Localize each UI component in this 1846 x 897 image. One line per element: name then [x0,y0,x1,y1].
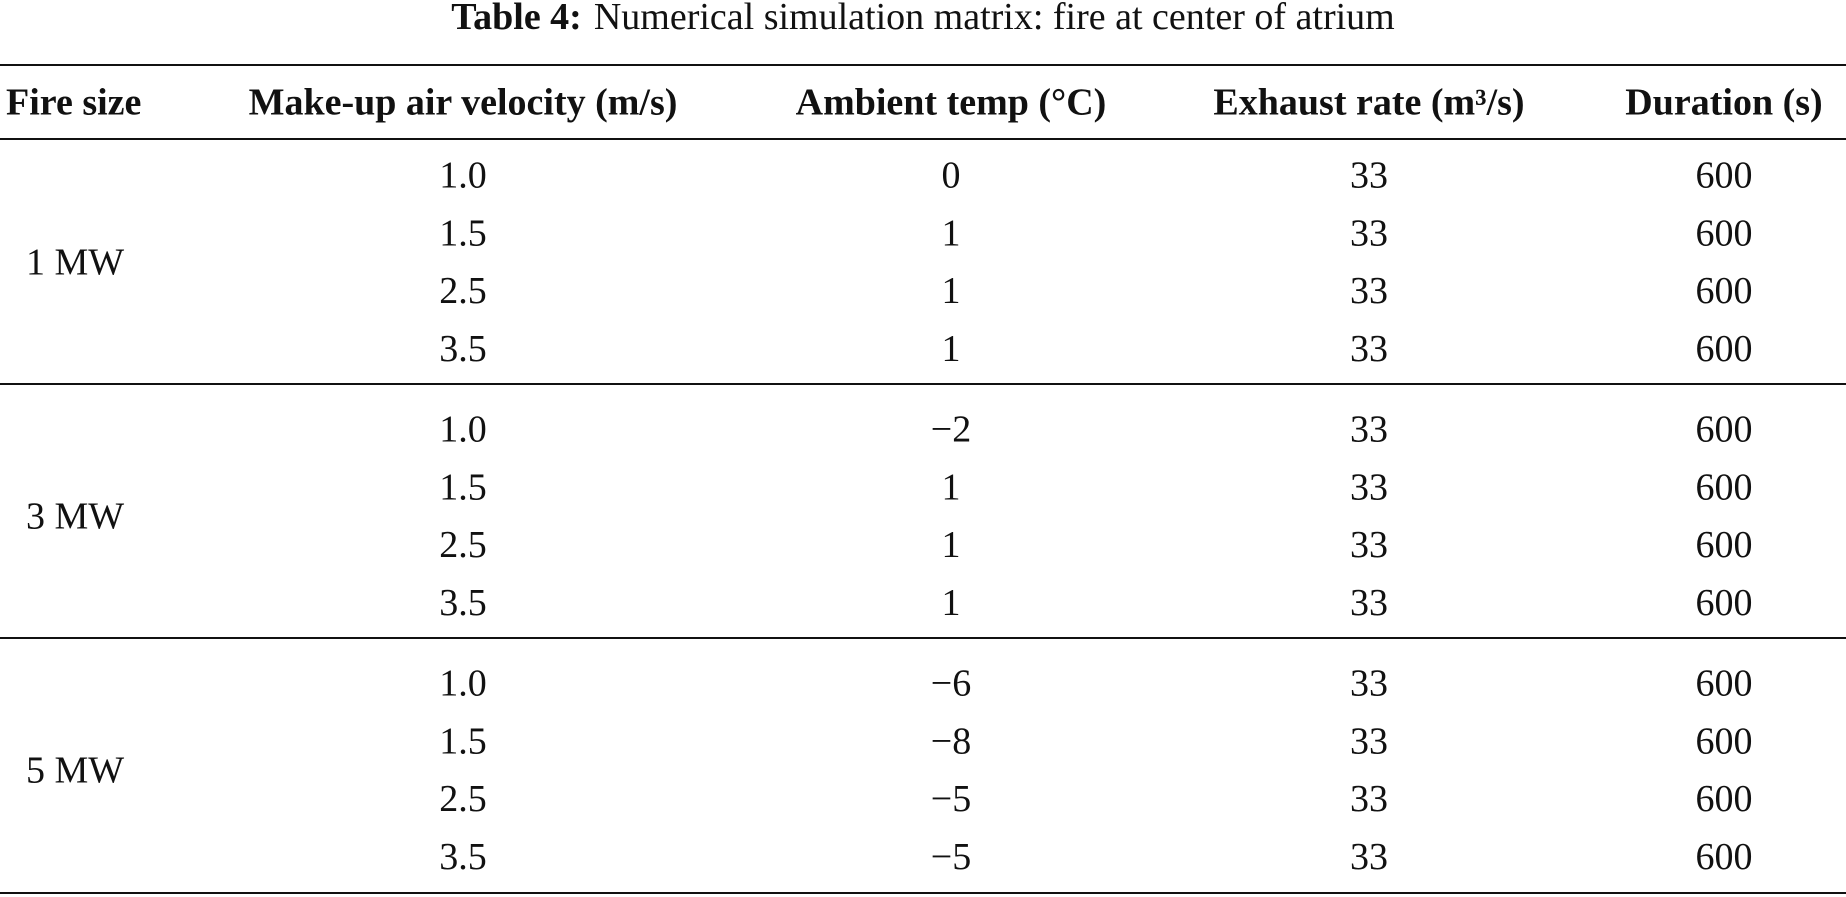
caption-label: Table 4: [451,0,582,38]
cell: 600 [1696,524,1753,566]
cell: 1.0 [439,155,487,197]
cell: 33 [1350,663,1388,705]
column-header: Make-up air velocity (m/s) [249,82,678,124]
cell: 1.5 [439,212,487,254]
fire-size: 1 MW [26,241,124,283]
cell: −5 [931,836,971,878]
cell: 600 [1696,778,1753,820]
cell: 33 [1350,212,1388,254]
cell: 600 [1696,409,1753,451]
cell: 1 [942,212,961,254]
fire-size: 5 MW [26,749,124,791]
cell: 600 [1696,466,1753,508]
cell: 33 [1350,720,1388,762]
caption: Table 4: Numerical simulation matrix: fir… [451,0,1394,38]
column-header: Duration (s) [1625,82,1822,124]
cell: 33 [1350,836,1388,878]
cell: 33 [1350,524,1388,566]
cell: 33 [1350,582,1388,624]
cell: 3.5 [439,582,487,624]
cell: 1 [942,270,961,312]
cell: 1 [942,582,961,624]
cell: 1.0 [439,663,487,705]
cell: 33 [1350,778,1388,820]
fire-size: 3 MW [26,495,124,537]
cell: 600 [1696,212,1753,254]
cell: 2.5 [439,270,487,312]
cell: 33 [1350,328,1388,370]
cell: 1 [942,466,961,508]
cell: 33 [1350,466,1388,508]
column-header: Exhaust rate (m³/s) [1213,82,1524,124]
column-header: Ambient temp (°C) [796,82,1107,124]
cell: 600 [1696,836,1753,878]
cell: 3.5 [439,836,487,878]
cell: 2.5 [439,524,487,566]
cell: 1.5 [439,720,487,762]
cell: 3.5 [439,328,487,370]
caption-text: Numerical simulation matrix: fire at cen… [594,0,1395,38]
cell: 600 [1696,155,1753,197]
cell: 0 [942,155,961,197]
cell: 600 [1696,663,1753,705]
cell: 600 [1696,270,1753,312]
cell: 1 [942,328,961,370]
cell: 1.5 [439,466,487,508]
cell: 2.5 [439,778,487,820]
column-header: Fire size [6,82,141,124]
cell: 33 [1350,155,1388,197]
cell: 600 [1696,582,1753,624]
cell: 1.0 [439,409,487,451]
cell: 600 [1696,328,1753,370]
cell: −5 [931,778,971,820]
cell: 33 [1350,270,1388,312]
cell: 1 [942,524,961,566]
cell: −8 [931,720,971,762]
cell: 600 [1696,720,1753,762]
cell: −6 [931,663,971,705]
cell: −2 [931,409,971,451]
cell: 33 [1350,409,1388,451]
